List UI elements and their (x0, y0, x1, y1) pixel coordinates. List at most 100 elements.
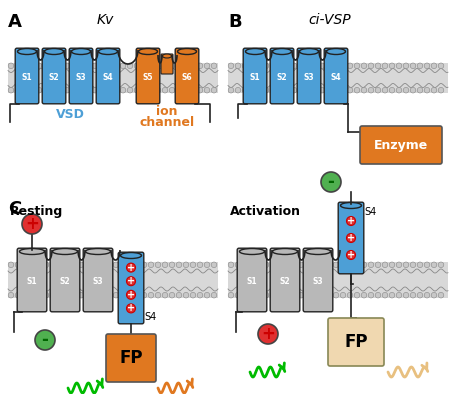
Ellipse shape (273, 48, 292, 54)
Circle shape (64, 292, 70, 298)
Circle shape (211, 63, 217, 69)
FancyBboxPatch shape (96, 48, 120, 104)
Ellipse shape (45, 48, 63, 54)
Circle shape (424, 292, 430, 298)
Circle shape (228, 87, 234, 93)
Circle shape (126, 277, 135, 286)
Circle shape (403, 262, 409, 268)
FancyBboxPatch shape (106, 334, 156, 382)
Circle shape (346, 216, 356, 225)
Circle shape (256, 87, 262, 93)
Bar (228, 63, 448, 93)
Circle shape (368, 292, 374, 298)
Circle shape (368, 87, 374, 93)
Text: -: - (41, 331, 49, 349)
Circle shape (106, 262, 112, 268)
Circle shape (424, 63, 430, 69)
Circle shape (35, 330, 55, 350)
Text: +: + (347, 216, 355, 226)
Circle shape (326, 63, 332, 69)
FancyBboxPatch shape (243, 48, 267, 104)
Circle shape (291, 262, 297, 268)
Circle shape (361, 262, 367, 268)
Circle shape (298, 262, 304, 268)
Circle shape (333, 262, 339, 268)
Circle shape (99, 262, 105, 268)
Circle shape (319, 63, 325, 69)
FancyBboxPatch shape (270, 248, 300, 312)
Circle shape (22, 262, 28, 268)
Circle shape (396, 292, 402, 298)
Circle shape (277, 262, 283, 268)
Text: Resting: Resting (10, 205, 63, 218)
FancyBboxPatch shape (118, 252, 144, 324)
Circle shape (43, 262, 49, 268)
Circle shape (15, 63, 21, 69)
Ellipse shape (121, 253, 141, 258)
Text: S4: S4 (103, 72, 113, 82)
Circle shape (410, 63, 416, 69)
Circle shape (169, 63, 175, 69)
Circle shape (340, 262, 346, 268)
Circle shape (50, 63, 56, 69)
Circle shape (368, 262, 374, 268)
FancyBboxPatch shape (360, 126, 442, 164)
Circle shape (92, 87, 98, 93)
Circle shape (375, 262, 381, 268)
Circle shape (256, 262, 262, 268)
Bar (228, 262, 448, 298)
Circle shape (228, 262, 234, 268)
Text: -: - (328, 173, 334, 191)
Text: B: B (228, 13, 242, 31)
Circle shape (284, 87, 290, 93)
Circle shape (78, 87, 84, 93)
Circle shape (277, 87, 283, 93)
Circle shape (36, 87, 42, 93)
Text: +: + (127, 262, 135, 273)
FancyBboxPatch shape (69, 48, 93, 104)
Circle shape (347, 87, 353, 93)
Circle shape (319, 292, 325, 298)
Circle shape (176, 292, 182, 298)
Circle shape (403, 87, 409, 93)
Circle shape (36, 292, 42, 298)
Circle shape (155, 262, 161, 268)
Circle shape (361, 292, 367, 298)
Circle shape (228, 63, 234, 69)
Text: +: + (25, 215, 39, 233)
Circle shape (190, 63, 196, 69)
Circle shape (263, 63, 269, 69)
FancyBboxPatch shape (175, 48, 199, 104)
Circle shape (228, 292, 234, 298)
Circle shape (319, 262, 325, 268)
Circle shape (382, 87, 388, 93)
Circle shape (242, 87, 248, 93)
Circle shape (57, 262, 63, 268)
Circle shape (99, 63, 105, 69)
FancyBboxPatch shape (328, 318, 384, 366)
FancyBboxPatch shape (42, 48, 66, 104)
Circle shape (85, 262, 91, 268)
Circle shape (204, 87, 210, 93)
FancyBboxPatch shape (161, 54, 173, 74)
Text: S4: S4 (364, 207, 376, 217)
Circle shape (148, 292, 154, 298)
Circle shape (242, 292, 248, 298)
Ellipse shape (327, 48, 346, 54)
Circle shape (263, 262, 269, 268)
Circle shape (438, 292, 444, 298)
Circle shape (438, 87, 444, 93)
Circle shape (126, 290, 135, 299)
Circle shape (22, 63, 28, 69)
Circle shape (326, 292, 332, 298)
Text: S1: S1 (27, 277, 37, 286)
Circle shape (382, 292, 388, 298)
Circle shape (120, 63, 126, 69)
Circle shape (431, 63, 437, 69)
Circle shape (71, 292, 77, 298)
Circle shape (113, 87, 119, 93)
FancyBboxPatch shape (83, 248, 113, 312)
Circle shape (64, 63, 70, 69)
Circle shape (382, 262, 388, 268)
Circle shape (410, 87, 416, 93)
